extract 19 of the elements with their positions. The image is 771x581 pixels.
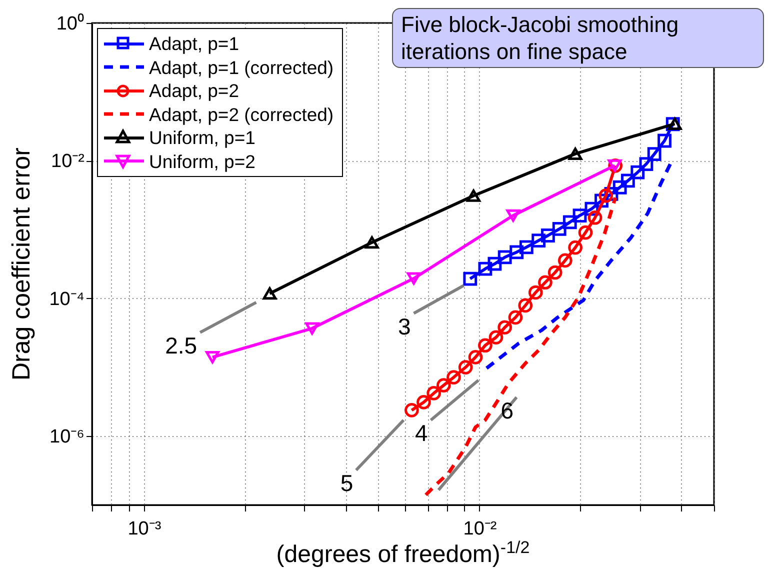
y-axis-title: Drag coefficient error xyxy=(8,148,36,380)
x-axis-title: (degrees of freedom)$^{-1/2}$ xyxy=(275,538,531,569)
legend-label: Adapt, p=1 (corrected) xyxy=(149,56,334,79)
y-tick-label: 10⁻² xyxy=(51,151,84,172)
annotation: 3 xyxy=(398,313,411,340)
legend-label: Uniform, p=2 xyxy=(149,150,256,173)
legend-label: Adapt, p=1 xyxy=(149,32,240,56)
text-box: Five block-Jacobi smoothing iterations on fine space xyxy=(392,8,764,68)
annotation: 4 xyxy=(415,420,428,446)
legend-label: Adapt, p=2 xyxy=(149,79,240,102)
x-tick-label: 10⁻³ xyxy=(128,518,162,540)
y-tick-label: 10⁻⁶ xyxy=(50,426,84,448)
y-tick-label: 10⁻⁴ xyxy=(49,288,84,310)
annotation: 5 xyxy=(340,470,354,496)
legend-label: Uniform, p=1 xyxy=(149,126,256,150)
y-tick-label: 10⁰ xyxy=(56,12,84,34)
annotation: 2.5 xyxy=(165,332,198,358)
annotation: 6 xyxy=(500,397,514,424)
legend-label: Adapt, p=2 (corrected) xyxy=(149,102,334,126)
